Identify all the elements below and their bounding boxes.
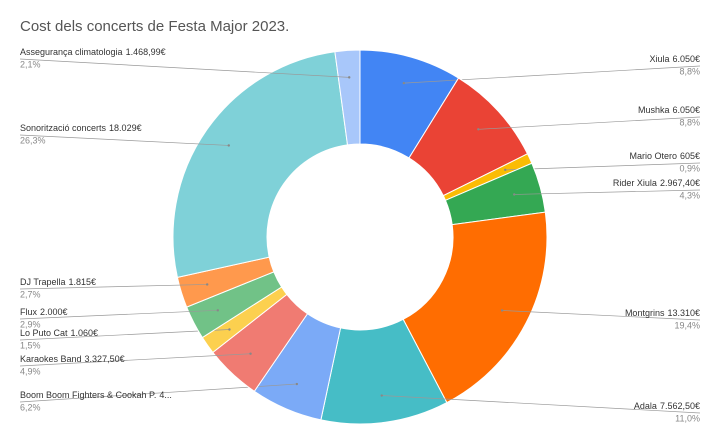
slice-label: Adala 7.562,50€	[634, 401, 700, 411]
value-label: 7.562,50€	[660, 401, 700, 411]
category-name: Adala	[634, 401, 657, 411]
leader-dot	[380, 394, 383, 397]
leader-dot	[295, 382, 299, 386]
value-label: 2.000€	[40, 307, 68, 317]
leader-line	[19, 353, 251, 367]
percent-label: 8,8%	[679, 117, 700, 127]
slice-label: Lo Puto Cat 1.060€	[20, 328, 98, 338]
category-name: Montgrins	[625, 308, 665, 318]
value-label: 1.060€	[71, 328, 99, 338]
category-name: Assegurança climatologia	[20, 47, 123, 57]
slice-label: Flux 2.000€	[20, 307, 68, 317]
percent-label: 2,9%	[20, 319, 41, 329]
leader-line	[19, 309, 218, 320]
slice-label: Montgrins 13.310€	[625, 308, 700, 318]
percent-label: 2,7%	[20, 289, 41, 299]
category-name: Karaokes Band	[20, 354, 82, 364]
slice	[402, 211, 548, 404]
leader-line	[381, 395, 701, 414]
leader-dot	[513, 193, 516, 196]
slice-label: Boom Boom Fighters & Cookah P. 4...	[20, 390, 172, 400]
category-name: Sonorització concerts	[20, 123, 107, 133]
percent-label: 2,1%	[20, 59, 41, 69]
category-name: Flux	[20, 307, 38, 317]
category-name: Rider Xiula	[613, 178, 657, 188]
leader-dot	[249, 352, 252, 355]
percent-label: 6,2%	[20, 402, 41, 412]
slice-label: Mushka 6.050€	[638, 105, 700, 115]
leader-dot	[504, 168, 507, 172]
leader-line	[478, 116, 701, 130]
leader-dot	[227, 144, 230, 147]
value-label: 13.310€	[667, 308, 700, 318]
value-label: 1.815€	[69, 277, 97, 287]
leader-line	[19, 329, 230, 341]
value-label: 18.029€	[109, 123, 142, 133]
value-label: 1.468,99€	[126, 47, 166, 57]
slice-label: Rider Xiula 2.967,40€	[613, 178, 700, 188]
slice-label: Mario Otero 605€	[629, 151, 700, 161]
leader-line	[19, 284, 208, 290]
slice-label: DJ Trapella 1.815€	[20, 277, 96, 287]
slice-label: Sonorització concerts 18.029€	[20, 123, 142, 133]
category-name: Lo Puto Cat	[20, 328, 68, 338]
percent-label: 26,3%	[20, 135, 46, 145]
slice-label: Karaokes Band 3.327,50€	[20, 354, 125, 364]
leader-dot	[216, 309, 219, 312]
leader-dot	[228, 328, 231, 331]
leader-dot	[477, 128, 480, 131]
percent-label: 4,3%	[679, 190, 700, 200]
percent-label: 8,8%	[679, 66, 700, 76]
percent-label: 0,9%	[679, 163, 700, 173]
percent-label: 1,5%	[20, 340, 41, 350]
value-label: 3.327,50€	[85, 354, 125, 364]
value-label: 605€	[680, 151, 700, 161]
value-label: 6.050€	[672, 54, 700, 64]
percent-label: 4,9%	[20, 366, 41, 376]
slice-label: Xiula 6.050€	[649, 54, 700, 64]
leader-line	[19, 134, 229, 146]
value-label: 2.967,40€	[660, 178, 700, 188]
category-name: Boom Boom Fighters & Cookah P.	[20, 390, 156, 400]
leader-line	[505, 162, 701, 171]
leader-line	[514, 189, 701, 195]
category-name: Mushka	[638, 105, 670, 115]
leader-dot	[500, 309, 504, 312]
category-name: Xiula	[649, 54, 669, 64]
leader-line	[502, 310, 701, 321]
slice-label: Assegurança climatologia 1.468,99€	[20, 47, 166, 57]
leader-line	[19, 58, 350, 78]
percent-label: 11,0%	[675, 413, 700, 423]
leader-line	[403, 65, 701, 84]
slice	[172, 51, 349, 279]
percent-label: 19,4%	[674, 320, 700, 330]
category-name: DJ Trapella	[20, 277, 66, 287]
chart-title: Cost dels concerts de Festa Major 2023.	[20, 18, 289, 35]
value-label: 6.050€	[672, 105, 700, 115]
leader-dot	[205, 283, 209, 286]
leader-dot	[402, 81, 406, 85]
value-label: 4...	[159, 390, 172, 400]
slice	[334, 49, 361, 146]
category-name: Mario Otero	[629, 151, 677, 161]
leader-dot	[348, 76, 351, 79]
